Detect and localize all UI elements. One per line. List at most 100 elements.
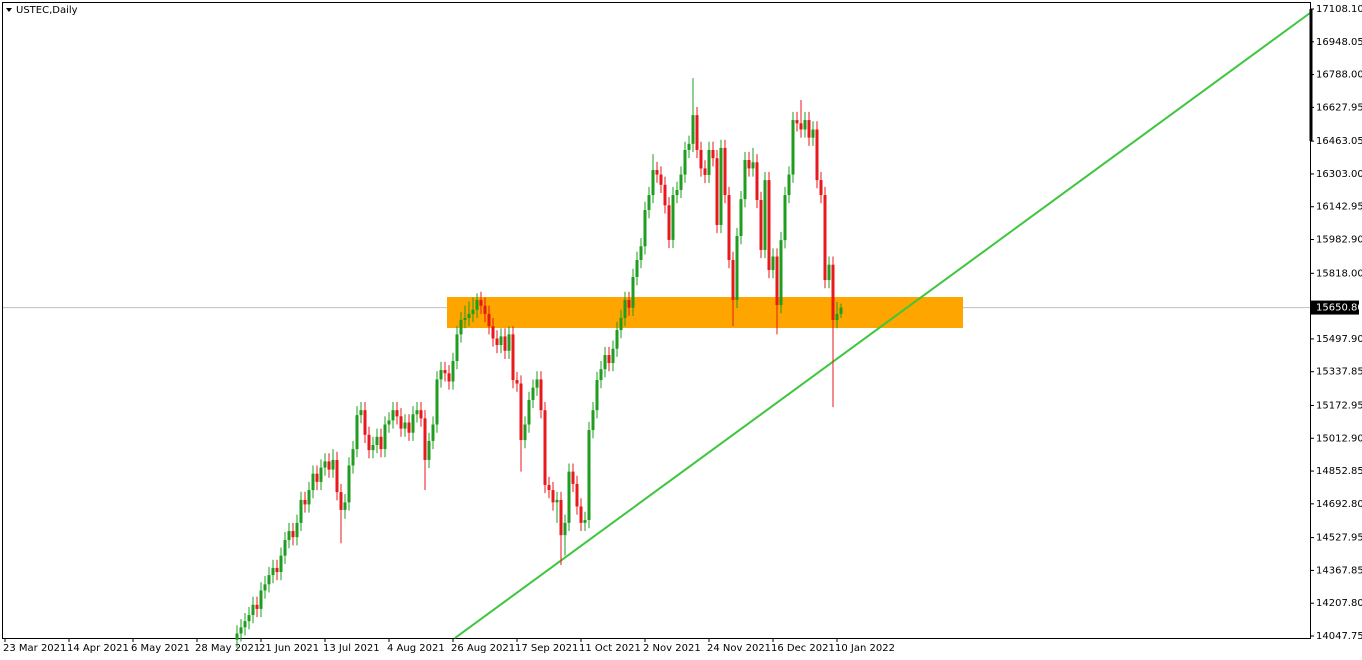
- candle-body: [291, 531, 295, 538]
- candle-body: [579, 506, 583, 523]
- x-tick-label: 16 Dec 2021: [771, 643, 835, 654]
- candle-body: [651, 170, 655, 196]
- candle-body: [731, 259, 735, 300]
- candle-body: [519, 383, 523, 441]
- candle-body: [503, 336, 507, 351]
- y-tick-label: 14367.85: [1316, 565, 1362, 576]
- candle-body: [815, 129, 819, 181]
- candle-body: [359, 410, 363, 416]
- candle-body: [739, 199, 743, 237]
- candle-body: [555, 499, 559, 503]
- candle-body: [423, 418, 427, 460]
- candle-body: [335, 459, 339, 493]
- candle-body: [755, 162, 759, 200]
- candle-body: [355, 415, 359, 450]
- candle-body: [591, 410, 595, 431]
- candle-body: [611, 348, 615, 364]
- candle-body: [411, 414, 415, 433]
- candle-body: [287, 531, 291, 541]
- candle-body: [263, 584, 267, 591]
- candle-body: [563, 522, 567, 536]
- candle-body: [575, 483, 579, 507]
- y-tick-label: 14047.75: [1316, 631, 1362, 642]
- candle-body: [275, 567, 279, 573]
- candle-body: [583, 519, 587, 523]
- candle-body: [303, 499, 307, 505]
- candle-body: [839, 307, 843, 314]
- candle-body: [831, 264, 835, 321]
- candle-body: [655, 170, 659, 175]
- y-tick-label: 16627.95: [1316, 102, 1362, 113]
- menu-arrow[interactable]: [6, 8, 12, 12]
- candle-body: [659, 174, 663, 185]
- candle-body: [767, 180, 771, 271]
- candle-body: [239, 627, 243, 634]
- x-tick-label: 2 Nov 2021: [643, 643, 701, 654]
- candle-body: [283, 540, 287, 556]
- candle-body: [507, 334, 511, 351]
- candle-body: [643, 210, 647, 247]
- candle-body: [687, 143, 691, 150]
- candle-body: [775, 256, 779, 306]
- candle-body: [759, 199, 763, 250]
- candle-body: [379, 436, 383, 450]
- x-tick-label: 17 Sep 2021: [515, 643, 578, 654]
- candle-body: [391, 410, 395, 421]
- candle-body: [259, 590, 263, 609]
- candle-body: [571, 471, 575, 484]
- candle-body: [779, 240, 783, 306]
- trend-line: [454, 12, 1311, 639]
- candle-body: [707, 149, 711, 175]
- candle-body: [567, 471, 571, 523]
- candle-body: [639, 246, 643, 260]
- y-tick-label: 16142.95: [1316, 202, 1362, 213]
- x-tick-label: 11 Oct 2021: [579, 643, 641, 654]
- candle-body: [723, 147, 727, 196]
- candle-body: [431, 424, 435, 441]
- candle-body: [487, 313, 491, 327]
- x-tick-label: 6 May 2021: [131, 643, 190, 654]
- chart-title: USTEC,Daily: [16, 5, 78, 16]
- candle-body: [663, 184, 667, 206]
- y-tick-label: 16303.00: [1316, 169, 1362, 180]
- candle-body: [551, 490, 555, 503]
- candle-body: [347, 465, 351, 503]
- candle-body: [547, 484, 551, 491]
- y-tick-label: 14527.95: [1316, 533, 1362, 544]
- price-label: 15650.80: [1316, 303, 1362, 314]
- y-tick-label: 14207.80: [1316, 598, 1362, 609]
- y-tick-label: 17108.10: [1316, 4, 1362, 15]
- candle-body: [435, 379, 439, 425]
- candle-body: [599, 369, 603, 381]
- candle-body: [543, 410, 547, 485]
- candle-body: [383, 424, 387, 450]
- candle-body: [319, 467, 323, 482]
- x-tick-label: 24 Nov 2021: [707, 643, 771, 654]
- candle-body: [339, 492, 343, 510]
- candle-body: [727, 195, 731, 260]
- candle-body: [251, 604, 255, 616]
- y-tick-label: 16788.00: [1316, 70, 1362, 81]
- candle-body: [247, 615, 251, 622]
- x-tick-label: 10 Jan 2022: [835, 643, 895, 654]
- candle-body: [367, 434, 371, 451]
- y-tick-label: 15818.00: [1316, 268, 1362, 279]
- y-tick-label: 14692.80: [1316, 499, 1362, 510]
- candle-body: [791, 120, 795, 175]
- candle-body: [371, 445, 375, 451]
- candle-body: [527, 399, 531, 425]
- y-tick-label: 16948.05: [1316, 37, 1362, 48]
- candle-body: [647, 195, 651, 211]
- candle-body: [307, 490, 311, 505]
- x-tick-label: 13 Jul 2021: [323, 643, 380, 654]
- candle-body: [771, 256, 775, 271]
- candle-body: [715, 158, 719, 225]
- candle-body: [439, 370, 443, 380]
- candle-body: [735, 236, 739, 300]
- y-tick-label: 15497.90: [1316, 334, 1362, 345]
- candle-body: [235, 633, 239, 640]
- y-tick-label: 15982.90: [1316, 235, 1362, 246]
- candle-body: [703, 168, 707, 175]
- candle-body: [491, 326, 495, 339]
